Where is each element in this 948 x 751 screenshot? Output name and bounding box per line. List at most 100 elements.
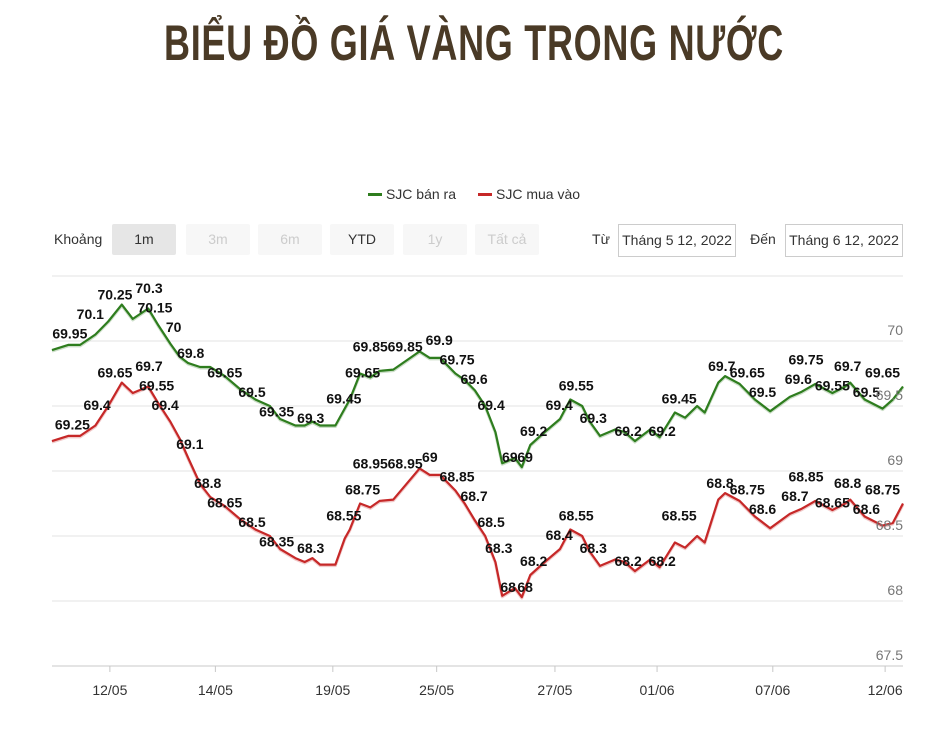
data-label: 69.7	[135, 358, 162, 374]
data-label: 69.5	[853, 384, 880, 400]
data-label: 68.4	[546, 527, 573, 543]
data-label: 70.25	[97, 287, 132, 303]
y-tick-label: 69.5	[876, 387, 903, 403]
data-label: 68.7	[781, 488, 808, 504]
data-label: 68.55	[662, 508, 697, 524]
data-label: 68.3	[485, 540, 512, 556]
x-tick-label: 14/05	[198, 682, 233, 698]
data-label: 68.8	[194, 475, 221, 491]
data-label: 68.2	[615, 553, 642, 569]
data-label: 68.75	[345, 482, 380, 498]
data-label: 68.35	[259, 534, 294, 550]
data-label: 69.6	[785, 371, 812, 387]
data-label: 69.65	[97, 365, 132, 381]
data-label: 68.2	[520, 553, 547, 569]
x-tick-label: 12/06	[868, 682, 903, 698]
data-label: 68.75	[730, 482, 765, 498]
data-label: 69	[422, 449, 438, 465]
data-label: 69.9	[426, 332, 453, 348]
from-label: Từ	[592, 231, 610, 247]
legend-item-sell[interactable]: SJC bán ra	[367, 186, 456, 202]
data-label: 68.6	[749, 501, 776, 517]
chart-legend: SJC bán ra SJC mua vào	[0, 186, 948, 202]
data-label: 68.55	[326, 508, 361, 524]
from-date-input[interactable]: Tháng 5 12, 2022	[618, 224, 736, 257]
data-label: 68	[500, 579, 516, 595]
data-label: 69.85	[353, 339, 388, 355]
x-tick-label: 19/05	[315, 682, 350, 698]
data-label: 69.8	[177, 345, 204, 361]
data-label: 68.7	[460, 488, 487, 504]
range-button-3m[interactable]: 3m	[186, 224, 250, 255]
data-label: 69.4	[477, 397, 504, 413]
to-date-input[interactable]: Tháng 6 12, 2022	[785, 224, 903, 257]
x-tick-label: 27/05	[537, 682, 572, 698]
data-label: 68.3	[580, 540, 607, 556]
data-label: 69.6	[460, 371, 487, 387]
data-label: 70.1	[77, 306, 104, 322]
y-tick-label: 68.5	[876, 517, 903, 533]
data-label: 70.3	[135, 280, 162, 296]
range-button-all[interactable]: Tất cả	[475, 224, 539, 255]
data-label: 69.75	[440, 352, 475, 368]
legend-swatch-sell	[367, 192, 382, 196]
data-label: 69.5	[749, 384, 776, 400]
data-label: 69	[502, 449, 518, 465]
data-label: 68.3	[297, 540, 324, 556]
data-label: 68.5	[238, 514, 265, 530]
data-label: 69.35	[259, 404, 294, 420]
x-tick-label: 12/05	[92, 682, 127, 698]
legend-item-buy[interactable]: SJC mua vào	[478, 186, 580, 202]
legend-label-sell: SJC bán ra	[385, 186, 456, 202]
data-label: 69.55	[815, 378, 850, 394]
data-label: 68.85	[788, 469, 823, 485]
data-label: 69.45	[662, 391, 697, 407]
x-tick-label: 25/05	[419, 682, 454, 698]
range-button-ytd[interactable]: YTD	[330, 224, 394, 255]
data-label: 69.25	[55, 417, 90, 433]
data-label: 68.65	[815, 495, 850, 511]
page-title: BIỂU ĐỒ GIÁ VÀNG TRONG NƯỚC	[163, 15, 785, 71]
legend-label-buy: SJC mua vào	[496, 186, 581, 202]
range-button-1m[interactable]: 1m	[112, 224, 176, 255]
data-label: 69.55	[559, 378, 594, 394]
data-label: 69.65	[865, 365, 900, 381]
data-label: 69.5	[238, 384, 265, 400]
data-label: 68.6	[853, 501, 880, 517]
data-label: 69.4	[546, 397, 573, 413]
data-label: 68	[517, 579, 533, 595]
data-label: 69.95	[52, 326, 87, 342]
data-label: 69.55	[139, 378, 174, 394]
data-label: 68.95	[388, 456, 423, 472]
x-tick-label: 07/06	[755, 682, 790, 698]
data-label: 69.4	[83, 397, 110, 413]
data-label: 68.75	[865, 482, 900, 498]
y-tick-label: 70	[887, 322, 903, 338]
data-label: 68.85	[440, 469, 475, 485]
range-button-1y[interactable]: 1y	[403, 224, 467, 255]
data-label: 69.65	[207, 365, 242, 381]
data-label: 69.65	[730, 365, 765, 381]
series-line-buy	[51, 381, 904, 599]
data-label: 69.85	[388, 339, 423, 355]
data-label: 69.7	[708, 358, 735, 374]
data-label: 68.55	[559, 508, 594, 524]
y-tick-label: 67.5	[876, 647, 903, 663]
data-label: 69.2	[649, 423, 676, 439]
data-label: 69.3	[580, 410, 607, 426]
data-label: 69.65	[345, 365, 380, 381]
legend-swatch-buy	[478, 192, 492, 196]
range-button-6m[interactable]: 6m	[258, 224, 322, 255]
series-line-sell	[51, 303, 904, 469]
data-label: 68.8	[706, 475, 733, 491]
y-tick-label: 69	[887, 452, 903, 468]
data-label: 69.45	[326, 391, 361, 407]
data-label: 69.2	[615, 423, 642, 439]
data-label: 70	[166, 319, 182, 335]
data-label: 68.95	[353, 456, 388, 472]
range-controls: Khoảng 1m 3m 6m YTD 1y Tất cả Từ Tháng 5…	[0, 224, 948, 257]
data-label: 69.1	[176, 436, 203, 452]
data-label: 69	[517, 449, 533, 465]
data-label: 69.4	[152, 397, 179, 413]
